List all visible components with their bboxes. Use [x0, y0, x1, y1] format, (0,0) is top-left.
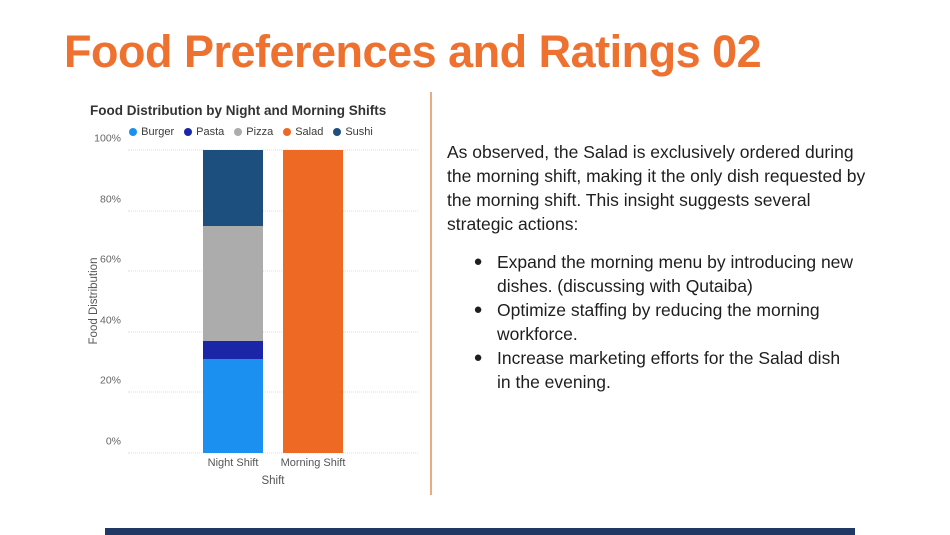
y-tick-label: 0% — [105, 435, 121, 448]
gridline: 20% — [100, 375, 418, 393]
legend-swatch-salad — [283, 128, 292, 136]
legend-swatch-burger — [129, 128, 138, 136]
insight-paragraph: As observed, the Salad is exclusively or… — [447, 142, 866, 234]
bar-segment-pasta — [203, 340, 263, 360]
chart-panel: Food Distribution by Night and Morning S… — [78, 100, 424, 496]
bullet-icon: ● — [473, 253, 483, 270]
legend-item-burger: Burger — [129, 126, 174, 138]
bullet-text: Optimize staffing by reducing the mornin… — [497, 300, 820, 344]
chart-title: Food Distribution by Night and Morning S… — [90, 103, 387, 118]
x-axis-title: Shift — [261, 475, 285, 487]
chart-plot: 0% 20% 40% 60% 80% 100% — [94, 133, 418, 454]
x-axis-labels: Night Shift Morning Shift — [128, 457, 418, 469]
y-tick-label: 80% — [99, 193, 121, 206]
y-axis-title: Food Distribution — [88, 257, 100, 345]
legend-item-salad: Salad — [283, 126, 323, 138]
legend-item-pizza: Pizza — [234, 126, 273, 138]
bar-segment-sushi — [203, 150, 263, 226]
bar-segment-salad — [283, 150, 343, 453]
list-item: ● Optimize staffing by reducing the morni… — [447, 298, 877, 346]
x-tick-label: Night Shift — [207, 457, 259, 469]
legend-label: Burger — [141, 126, 175, 138]
legend-swatch-sushi — [333, 128, 342, 136]
bar-morning-shift — [283, 150, 343, 453]
list-item: ● Expand the morning menu by introducing … — [447, 250, 877, 298]
gridline: 100% — [94, 133, 418, 151]
legend-item-sushi: Sushi — [333, 126, 373, 138]
chart-legend: Burger Pasta Pizza Salad Sushi — [78, 126, 424, 138]
bars-row — [128, 150, 418, 453]
insight-bullet-list: ● Expand the morning menu by introducing … — [447, 250, 877, 394]
legend-item-pasta: Pasta — [184, 126, 224, 138]
bullet-icon: ● — [473, 301, 483, 318]
gridline: 40% — [100, 314, 418, 333]
bullet-text: Expand the morning menu by introducing n… — [497, 252, 854, 296]
legend-label: Salad — [295, 126, 324, 138]
y-tick-label: 20% — [99, 374, 121, 387]
legend-label: Pizza — [246, 126, 274, 138]
y-tick-label: 100% — [94, 132, 121, 145]
gridline: 80% — [100, 193, 418, 212]
insight-text-block: As observed, the Salad is exclusively or… — [447, 140, 877, 394]
bullet-icon: ● — [473, 349, 483, 366]
divider-line — [430, 92, 432, 495]
footer-accent-bar — [105, 528, 855, 535]
bullet-text: Increase marketing efforts for the Salad… — [497, 348, 841, 392]
gridline: 60% — [100, 254, 418, 272]
bar-segment-pizza — [203, 225, 263, 341]
bar-segment-burger — [203, 359, 263, 453]
legend-swatch-pizza — [234, 128, 243, 136]
list-item: ● Increase marketing efforts for the Sala… — [447, 346, 877, 394]
legend-label: Pasta — [196, 126, 225, 138]
y-tick-label: 60% — [99, 253, 121, 266]
page-title: Food Preferences and Ratings 02 — [64, 26, 762, 77]
x-tick-label: Morning Shift — [280, 457, 346, 469]
legend-label: Sushi — [345, 126, 373, 138]
legend-swatch-pasta — [184, 128, 193, 136]
y-tick-label: 40% — [99, 314, 121, 327]
bar-night-shift — [203, 150, 263, 453]
gridline: 0% — [106, 436, 418, 454]
